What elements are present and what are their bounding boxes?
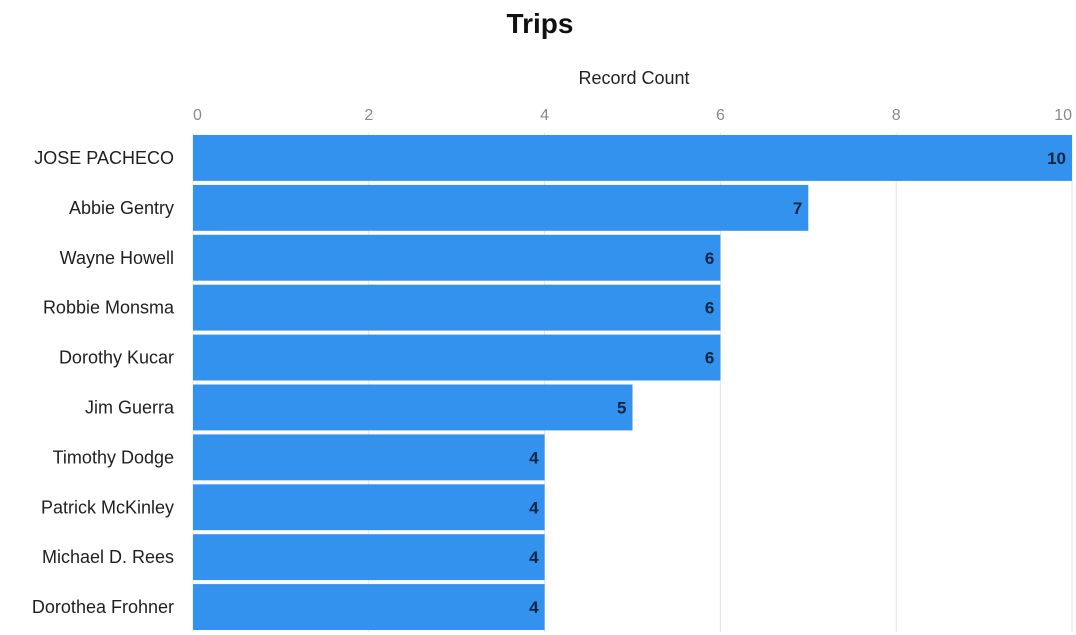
x-tick-label-1: 2	[364, 107, 373, 124]
x-tick-label-0: 0	[193, 107, 202, 124]
category-label-8: Michael D. Rees	[42, 547, 174, 567]
category-label-1: Abbie Gentry	[69, 198, 174, 218]
x-tick-label-3: 6	[716, 107, 725, 124]
category-label-4: Dorothy Kucar	[59, 348, 174, 368]
data-label-9: 4	[529, 598, 539, 617]
data-label-6: 4	[529, 448, 539, 467]
bar-2	[193, 234, 721, 281]
x-axis-ticks: 0 2 4 6 8 10	[193, 107, 1072, 124]
data-label-1: 7	[793, 199, 802, 218]
data-label-5: 5	[617, 398, 626, 417]
bar-5	[193, 384, 633, 431]
data-label-8: 4	[529, 548, 539, 567]
bar-0	[193, 135, 1072, 181]
category-label-0: JOSE PACHECO	[34, 148, 174, 168]
x-axis-label: Record Count	[578, 68, 689, 88]
bar-7	[193, 484, 545, 531]
bar-1	[193, 184, 809, 231]
category-label-3: Robbie Monsma	[43, 298, 175, 318]
bar-9	[193, 584, 545, 630]
category-labels: JOSE PACHECO Abbie Gentry Wayne Howell Robb…	[32, 148, 175, 617]
data-label-4: 6	[705, 349, 714, 368]
bar-3	[193, 284, 721, 331]
chart-title: Trips	[507, 8, 574, 39]
data-labels: 10 7 6 6 6 5 4 4 4 4	[529, 149, 1066, 617]
data-label-3: 6	[705, 299, 714, 318]
x-tick-label-5: 10	[1054, 107, 1072, 124]
category-label-7: Patrick McKinley	[41, 497, 174, 517]
category-label-6: Timothy Dodge	[53, 447, 174, 467]
bar-8	[193, 534, 545, 581]
category-label-5: Jim Guerra	[85, 397, 175, 417]
data-label-7: 4	[529, 498, 539, 517]
bar-6	[193, 434, 545, 481]
x-tick-label-4: 8	[892, 107, 901, 124]
x-tick-label-2: 4	[540, 107, 549, 124]
category-label-2: Wayne Howell	[60, 248, 174, 268]
data-label-0: 10	[1047, 149, 1066, 168]
data-label-2: 6	[705, 249, 714, 268]
bar-4	[193, 334, 721, 381]
category-label-9: Dorothea Frohner	[32, 597, 174, 617]
bars	[193, 135, 1072, 630]
